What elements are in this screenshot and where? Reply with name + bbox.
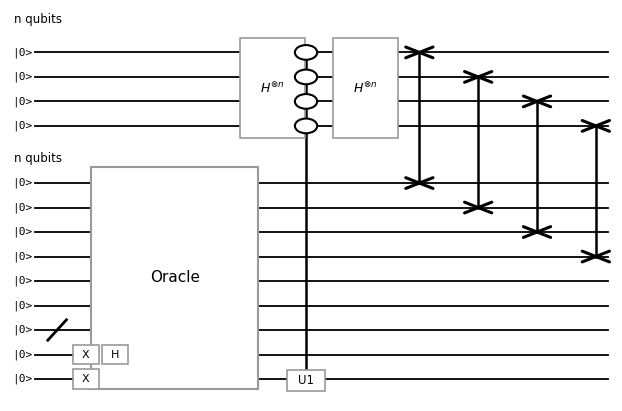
Text: |0>: |0> — [12, 121, 32, 131]
Text: |0>: |0> — [12, 349, 32, 360]
Text: |0>: |0> — [12, 72, 32, 82]
Text: U1: U1 — [298, 374, 314, 387]
Text: |0>: |0> — [12, 325, 32, 335]
Text: $H^{\otimes n}$: $H^{\otimes n}$ — [260, 81, 285, 96]
Bar — [287, 370, 325, 391]
Text: |0>: |0> — [12, 96, 32, 106]
Bar — [73, 369, 99, 389]
Text: |0>: |0> — [12, 47, 32, 58]
Text: X: X — [81, 349, 90, 360]
Bar — [333, 38, 397, 138]
Text: |0>: |0> — [12, 276, 32, 286]
Text: n qubits: n qubits — [14, 13, 62, 26]
Text: X: X — [81, 374, 90, 384]
Text: |0>: |0> — [12, 251, 32, 262]
Text: |0>: |0> — [12, 202, 32, 213]
Circle shape — [295, 94, 317, 109]
Text: |0>: |0> — [12, 300, 32, 311]
Text: |0>: |0> — [12, 227, 32, 237]
Text: |0>: |0> — [12, 374, 32, 384]
Circle shape — [295, 118, 317, 133]
Bar — [91, 167, 258, 389]
Circle shape — [295, 45, 317, 60]
Circle shape — [295, 69, 317, 84]
Text: H: H — [111, 349, 119, 360]
Bar — [240, 38, 305, 138]
Text: |0>: |0> — [12, 178, 32, 188]
Bar — [102, 345, 128, 364]
Bar — [73, 345, 99, 364]
Text: n qubits: n qubits — [14, 152, 62, 165]
Text: $H^{\otimes n}$: $H^{\otimes n}$ — [353, 81, 378, 96]
Text: Oracle: Oracle — [150, 270, 200, 286]
